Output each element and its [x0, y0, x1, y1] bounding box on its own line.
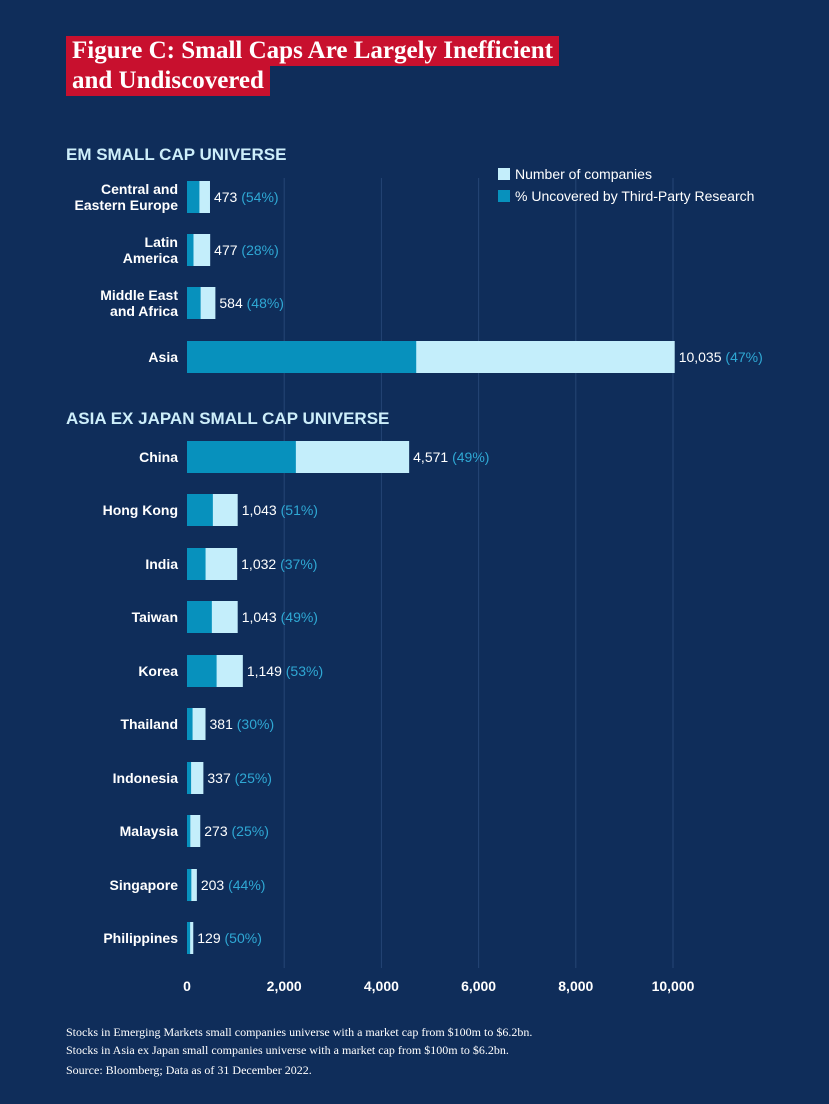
category-label: Korea [138, 663, 178, 679]
legend-swatch-companies [498, 168, 510, 180]
pct-label: (53%) [286, 663, 323, 679]
count-label: 203 [201, 877, 228, 893]
count-label: 1,043 [242, 502, 281, 518]
category-label: and Africa [110, 303, 178, 319]
x-tick-label: 4,000 [364, 978, 399, 994]
legend-label-uncovered: % Uncovered by Third-Party Research [515, 188, 754, 204]
section-title: EM SMALL CAP UNIVERSE [66, 145, 286, 164]
pct-label: (51%) [281, 502, 318, 518]
data-label: 1,043 (49%) [242, 609, 318, 625]
footnote-3: Source: Bloomberg; Data as of 31 Decembe… [66, 1063, 312, 1077]
category-label: India [145, 556, 178, 572]
x-tick-label: 10,000 [652, 978, 695, 994]
data-label: 203 (44%) [201, 877, 266, 893]
count-label: 1,149 [247, 663, 286, 679]
data-label: 1,149 (53%) [247, 663, 323, 679]
bar-uncovered [187, 548, 206, 580]
footnote-2: Stocks in Asia ex Japan small companies … [66, 1043, 509, 1057]
data-label: 1,043 (51%) [242, 502, 318, 518]
x-tick-label: 0 [183, 978, 191, 994]
count-label: 273 [204, 823, 231, 839]
bar-uncovered [187, 494, 213, 526]
footnotes: Stocks in Emerging Markets small compani… [66, 1024, 532, 1080]
bar-uncovered [187, 708, 193, 740]
category-label: Hong Kong [103, 502, 178, 518]
count-label: 473 [214, 189, 241, 205]
bar-uncovered [187, 181, 200, 213]
x-tick-label: 2,000 [267, 978, 302, 994]
footnote-1: Stocks in Emerging Markets small compani… [66, 1025, 533, 1039]
bar-uncovered [187, 601, 212, 633]
pct-label: (44%) [228, 877, 265, 893]
data-label: 381 (30%) [210, 716, 275, 732]
data-label: 473 (54%) [214, 189, 279, 205]
pct-label: (30%) [237, 716, 274, 732]
category-label: Central and [101, 181, 178, 197]
category-label: Indonesia [113, 770, 179, 786]
category-label: China [139, 449, 178, 465]
section-title: ASIA EX JAPAN SMALL CAP UNIVERSE [66, 409, 389, 428]
chart-title: Figure C: Small Caps Are Largely Ineffic… [66, 36, 559, 96]
category-label: Latin [145, 234, 178, 250]
bar-uncovered [187, 441, 296, 473]
pct-label: (50%) [225, 930, 262, 946]
count-label: 4,571 [413, 449, 452, 465]
category-label: Taiwan [132, 609, 178, 625]
pct-label: (49%) [452, 449, 489, 465]
title-line-2: and Undiscovered [66, 66, 270, 96]
x-tick-label: 8,000 [558, 978, 593, 994]
title-line-1: Figure C: Small Caps Are Largely Ineffic… [66, 36, 559, 66]
bar-uncovered [187, 922, 191, 954]
pct-label: (47%) [725, 349, 762, 365]
data-label: 584 (48%) [219, 295, 284, 311]
pct-label: (54%) [241, 189, 278, 205]
category-label: Asia [148, 349, 178, 365]
category-label: Singapore [110, 877, 179, 893]
x-tick-label: 6,000 [461, 978, 496, 994]
data-label: 337 (25%) [207, 770, 272, 786]
category-label: America [123, 250, 178, 266]
pct-label: (25%) [232, 823, 269, 839]
legend-label-companies: Number of companies [515, 166, 652, 182]
bar-uncovered [187, 341, 417, 373]
bar-total-companies [187, 869, 197, 901]
pct-label: (28%) [241, 242, 278, 258]
bar-uncovered [187, 762, 192, 794]
data-label: 273 (25%) [204, 823, 269, 839]
legend-swatch-uncovered [498, 190, 510, 202]
category-label: Philippines [103, 930, 178, 946]
count-label: 584 [219, 295, 246, 311]
count-label: 337 [207, 770, 234, 786]
category-label: Thailand [120, 716, 178, 732]
count-label: 10,035 [679, 349, 726, 365]
pct-label: (37%) [280, 556, 317, 572]
pct-label: (48%) [247, 295, 284, 311]
category-label: Malaysia [120, 823, 179, 839]
count-label: 381 [210, 716, 237, 732]
count-label: 1,032 [241, 556, 280, 572]
count-label: 477 [214, 242, 241, 258]
data-label: 477 (28%) [214, 242, 279, 258]
bar-uncovered [187, 287, 201, 319]
category-label: Middle East [100, 287, 178, 303]
pct-label: (25%) [235, 770, 272, 786]
data-label: 4,571 (49%) [413, 449, 489, 465]
category-label: Eastern Europe [75, 197, 179, 213]
count-label: 129 [197, 930, 224, 946]
bar-uncovered [187, 869, 192, 901]
bar-uncovered [187, 234, 194, 266]
count-label: 1,043 [242, 609, 281, 625]
data-label: 1,032 (37%) [241, 556, 317, 572]
data-label: 10,035 (47%) [679, 349, 763, 365]
bar-uncovered [187, 655, 217, 687]
data-label: 129 (50%) [197, 930, 262, 946]
pct-label: (49%) [281, 609, 318, 625]
bar-uncovered [187, 815, 191, 847]
bar-chart: EM SMALL CAP UNIVERSE Central andEastern … [66, 145, 763, 994]
